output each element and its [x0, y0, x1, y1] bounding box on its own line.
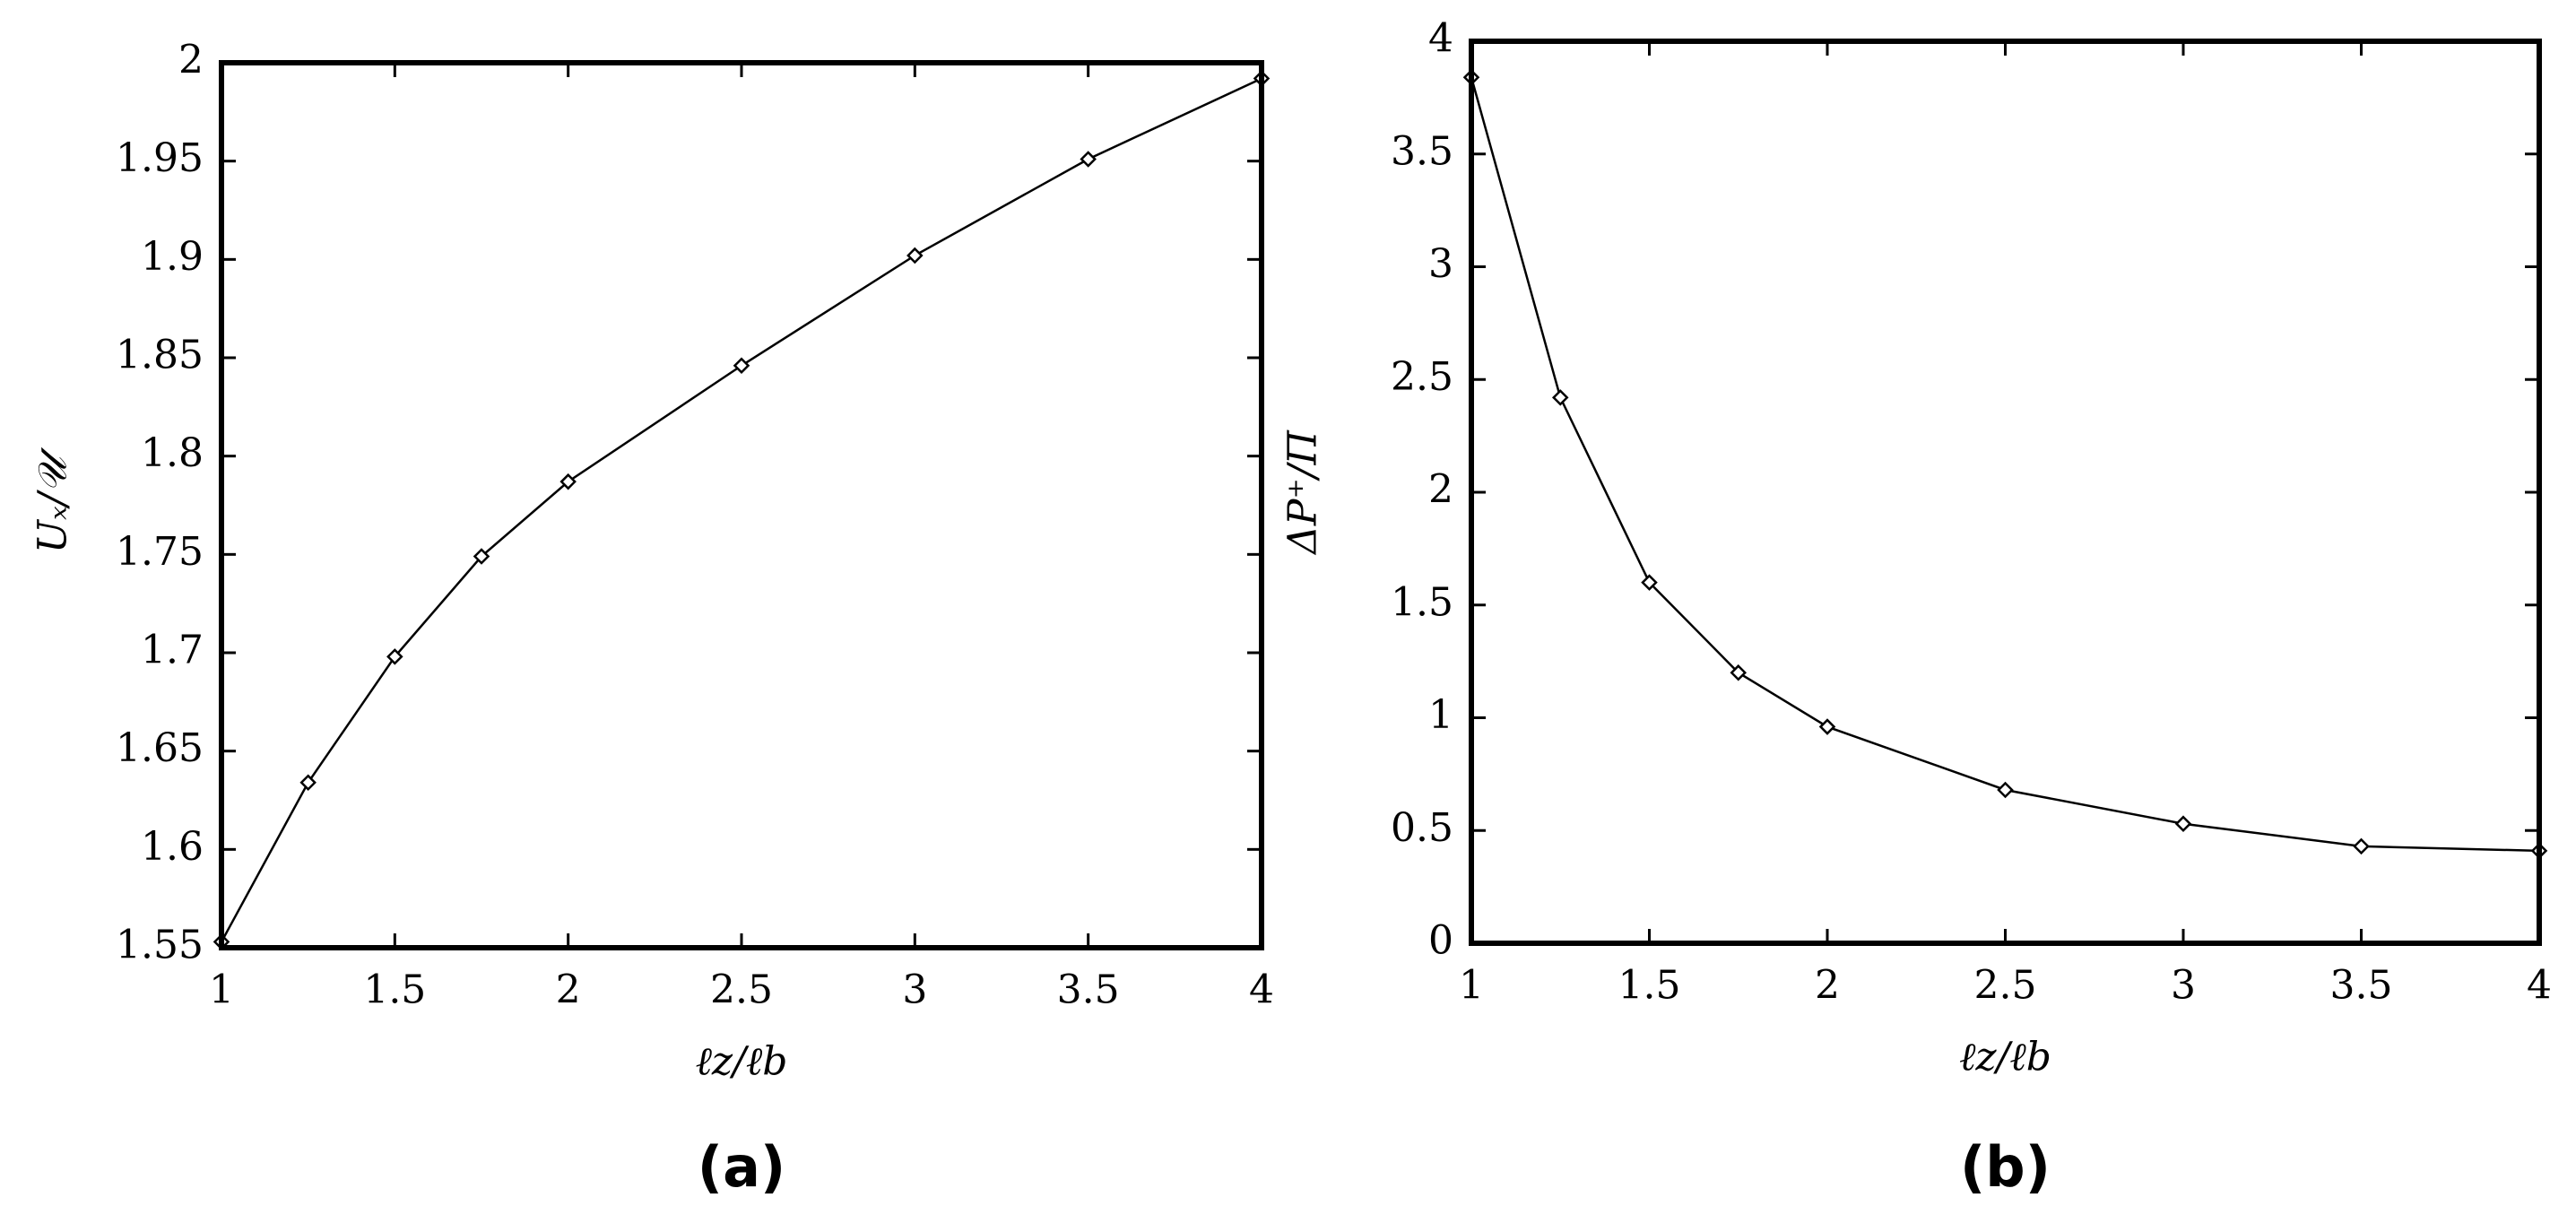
plot-frame — [1469, 39, 2542, 946]
data-line — [1470, 76, 2540, 853]
y-tick-label: 1.5 — [1391, 579, 1453, 625]
x-tick-label: 3.5 — [2330, 963, 2393, 1009]
y-axis-label: Uₓ/𝒰 — [30, 447, 76, 554]
marker — [1080, 151, 1097, 168]
x-tick-label: 1.5 — [1618, 963, 1681, 1009]
marker — [299, 774, 317, 792]
marker — [1818, 718, 1836, 735]
x-tick-label: 3 — [902, 967, 927, 1013]
marker — [2174, 815, 2192, 832]
plot-frame — [219, 60, 1264, 950]
x-tick-label: 2.5 — [1974, 963, 2037, 1009]
y-tick-label: 3 — [1428, 241, 1453, 287]
marker — [559, 473, 577, 490]
y-tick-label: 0 — [1428, 918, 1453, 964]
x-tick-label: 3 — [2171, 963, 2196, 1009]
y-tick-label: 1 — [1428, 692, 1453, 738]
x-tick-label: 4 — [1249, 967, 1274, 1013]
y-axis-label: ΔP⁺/Π — [1280, 429, 1326, 555]
y-tick-label: 3.5 — [1391, 128, 1453, 174]
marker — [1730, 664, 1748, 681]
y-tick-label: 1.75 — [116, 529, 204, 575]
y-tick-label: 1.7 — [141, 628, 204, 673]
y-tick-label: 2 — [1428, 467, 1453, 513]
x-tick-label: 1 — [209, 967, 234, 1013]
x-tick-label: 4 — [2527, 963, 2552, 1009]
data-line — [220, 77, 1262, 943]
x-tick-label: 2.5 — [710, 967, 773, 1013]
x-tick-label: 2 — [1815, 963, 1840, 1009]
panel-label: (a) — [698, 1134, 786, 1200]
y-tick-label: 1.8 — [141, 430, 204, 476]
marker — [473, 548, 490, 565]
marker — [906, 247, 924, 265]
x-tick-label: 1 — [1459, 963, 1484, 1009]
y-tick-label: 1.55 — [116, 923, 204, 968]
x-tick-label: 1.5 — [363, 967, 426, 1013]
y-tick-label: 0.5 — [1391, 805, 1453, 851]
y-tick-label: 2.5 — [1391, 354, 1453, 400]
x-axis-label: ℓz/ℓb — [1959, 1035, 2051, 1080]
panel-label: (b) — [1960, 1134, 2051, 1200]
marker — [1641, 574, 1658, 591]
marker — [386, 648, 403, 665]
x-tick-label: 3.5 — [1057, 967, 1120, 1013]
x-axis-label: ℓz/ℓb — [696, 1039, 788, 1085]
marker — [733, 357, 750, 375]
y-tick-label: 1.6 — [141, 824, 204, 870]
y-tick-label: 1.95 — [116, 135, 204, 181]
y-tick-label: 1.65 — [116, 725, 204, 771]
y-tick-label: 1.9 — [141, 234, 204, 280]
x-tick-label: 2 — [556, 967, 581, 1013]
marker — [1551, 389, 1569, 406]
y-tick-label: 2 — [178, 38, 204, 83]
marker — [1997, 781, 2014, 799]
y-tick-label: 4 — [1428, 16, 1453, 62]
y-tick-label: 1.85 — [116, 333, 204, 378]
marker — [2353, 837, 2370, 855]
